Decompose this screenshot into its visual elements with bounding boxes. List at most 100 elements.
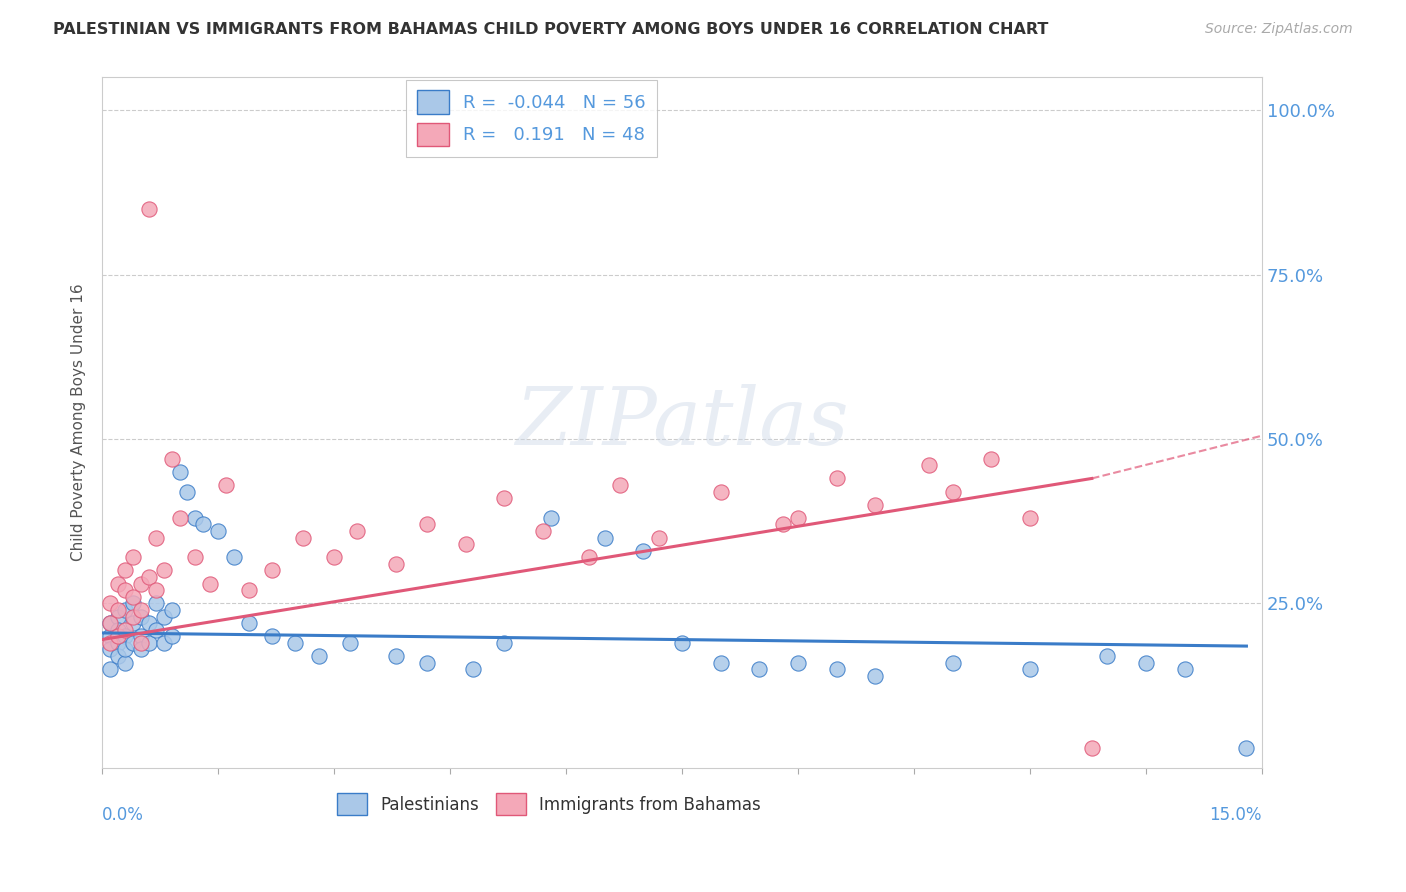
Point	[138, 636, 160, 650]
Legend: Palestinians, Immigrants from Bahamas: Palestinians, Immigrants from Bahamas	[330, 787, 768, 822]
Point	[787, 656, 810, 670]
Point	[114, 629, 136, 643]
Point	[98, 616, 121, 631]
Point	[463, 662, 485, 676]
Point	[578, 550, 600, 565]
Point	[160, 603, 183, 617]
Y-axis label: Child Poverty Among Boys Under 16: Child Poverty Among Boys Under 16	[72, 284, 86, 561]
Point	[169, 511, 191, 525]
Point	[160, 629, 183, 643]
Point	[207, 524, 229, 538]
Point	[710, 484, 733, 499]
Point	[169, 465, 191, 479]
Point	[107, 609, 129, 624]
Point	[323, 550, 346, 565]
Point	[145, 583, 167, 598]
Point	[114, 642, 136, 657]
Point	[308, 648, 330, 663]
Point	[222, 550, 245, 565]
Point	[129, 629, 152, 643]
Point	[609, 478, 631, 492]
Text: Source: ZipAtlas.com: Source: ZipAtlas.com	[1205, 22, 1353, 37]
Point	[107, 636, 129, 650]
Point	[153, 636, 176, 650]
Point	[98, 629, 121, 643]
Point	[122, 596, 145, 610]
Point	[942, 484, 965, 499]
Text: PALESTINIAN VS IMMIGRANTS FROM BAHAMAS CHILD POVERTY AMONG BOYS UNDER 16 CORRELA: PALESTINIAN VS IMMIGRANTS FROM BAHAMAS C…	[53, 22, 1049, 37]
Point	[531, 524, 554, 538]
Point	[671, 636, 693, 650]
Point	[138, 616, 160, 631]
Point	[160, 451, 183, 466]
Point	[122, 636, 145, 650]
Point	[748, 662, 770, 676]
Point	[1019, 662, 1042, 676]
Point	[98, 662, 121, 676]
Point	[176, 484, 198, 499]
Point	[1019, 511, 1042, 525]
Point	[153, 609, 176, 624]
Point	[107, 603, 129, 617]
Point	[980, 451, 1002, 466]
Point	[385, 557, 408, 571]
Point	[346, 524, 368, 538]
Point	[114, 603, 136, 617]
Point	[129, 576, 152, 591]
Point	[918, 458, 941, 473]
Point	[540, 511, 562, 525]
Point	[129, 636, 152, 650]
Point	[184, 550, 207, 565]
Point	[107, 623, 129, 637]
Point	[98, 616, 121, 631]
Point	[200, 576, 222, 591]
Point	[122, 609, 145, 624]
Point	[292, 531, 315, 545]
Point	[129, 609, 152, 624]
Point	[1081, 741, 1104, 756]
Point	[238, 583, 260, 598]
Point	[262, 629, 284, 643]
Point	[1236, 741, 1258, 756]
Point	[107, 629, 129, 643]
Point	[1174, 662, 1197, 676]
Point	[648, 531, 671, 545]
Point	[238, 616, 260, 631]
Point	[107, 576, 129, 591]
Point	[825, 662, 848, 676]
Point	[416, 656, 439, 670]
Point	[494, 636, 516, 650]
Text: 0.0%: 0.0%	[103, 805, 143, 823]
Point	[145, 531, 167, 545]
Point	[114, 564, 136, 578]
Point	[138, 202, 160, 216]
Point	[262, 564, 284, 578]
Point	[416, 517, 439, 532]
Point	[145, 596, 167, 610]
Point	[593, 531, 616, 545]
Point	[114, 583, 136, 598]
Point	[772, 517, 794, 532]
Point	[825, 471, 848, 485]
Point	[385, 648, 408, 663]
Point	[138, 570, 160, 584]
Point	[942, 656, 965, 670]
Point	[122, 590, 145, 604]
Point	[787, 511, 810, 525]
Point	[129, 603, 152, 617]
Point	[865, 498, 887, 512]
Point	[98, 596, 121, 610]
Point	[98, 642, 121, 657]
Point	[633, 543, 655, 558]
Point	[129, 642, 152, 657]
Point	[98, 636, 121, 650]
Point	[339, 636, 361, 650]
Point	[114, 623, 136, 637]
Point	[284, 636, 307, 650]
Point	[153, 564, 176, 578]
Point	[1135, 656, 1157, 670]
Point	[454, 537, 477, 551]
Point	[494, 491, 516, 505]
Point	[191, 517, 214, 532]
Point	[122, 550, 145, 565]
